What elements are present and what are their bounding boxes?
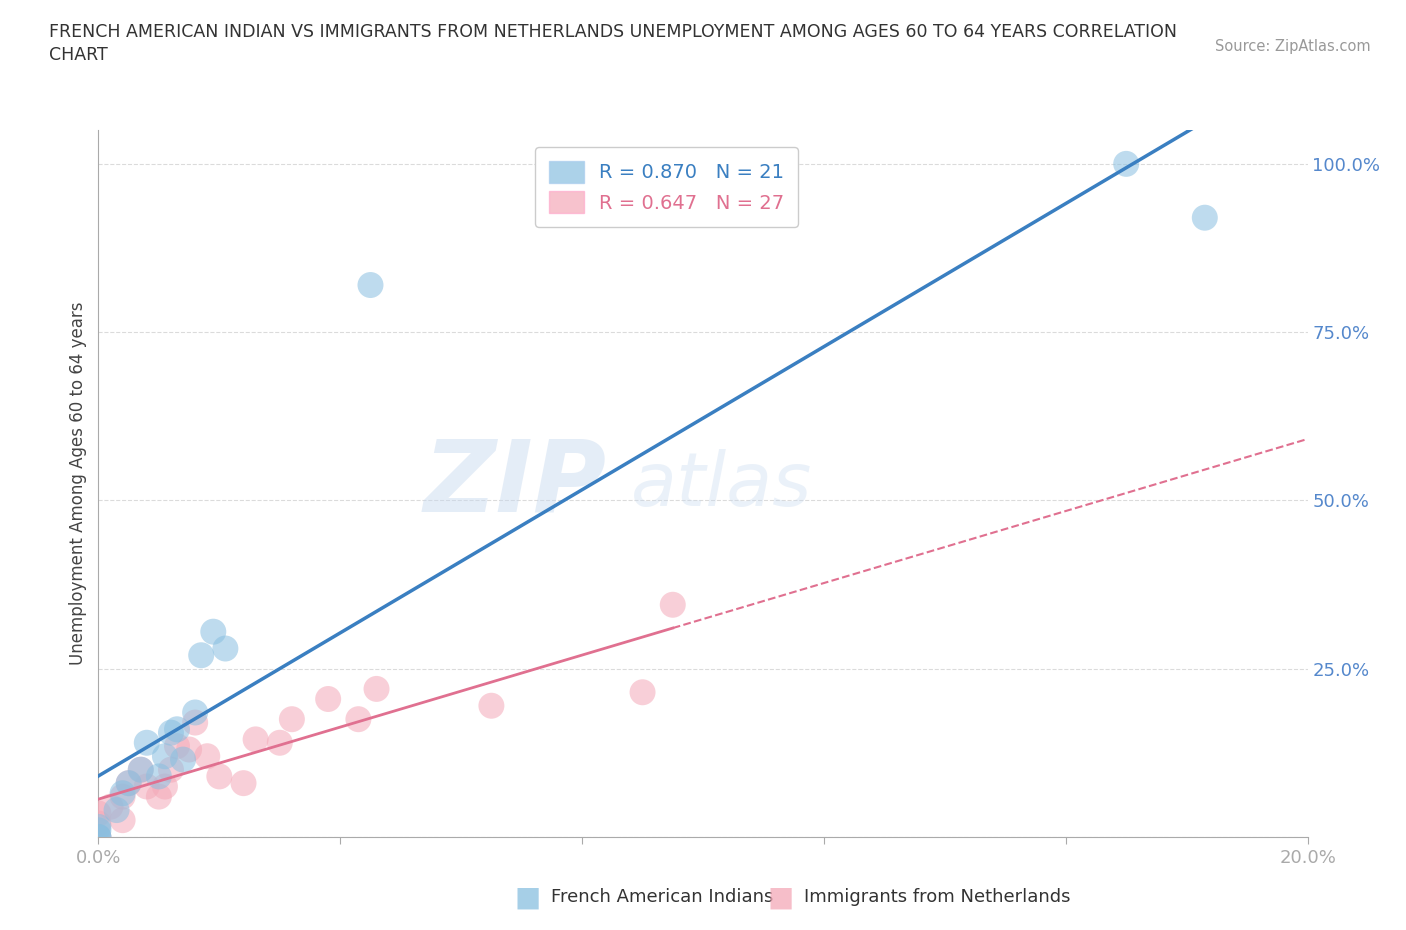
Point (1115, 156, 1137, 171)
Point (631, 684, 654, 699)
Point (129, 763, 152, 777)
Point (87, 819, 110, 834)
Text: ZIP: ZIP (423, 435, 606, 532)
Point (118, 776, 141, 790)
Point (100, 799, 122, 814)
Point (184, 705, 207, 720)
Point (153, 749, 176, 764)
Point (481, 698, 503, 713)
Point (160, 725, 183, 740)
Point (360, 277, 382, 292)
Text: FRENCH AMERICAN INDIAN VS IMMIGRANTS FROM NETHERLANDS UNEMPLOYMENT AMONG AGES 60: FRENCH AMERICAN INDIAN VS IMMIGRANTS FRO… (49, 23, 1177, 41)
Point (87, 806, 110, 821)
Point (184, 715, 207, 730)
Point (245, 732, 267, 747)
Point (166, 722, 188, 737)
Text: ■: ■ (768, 884, 793, 911)
Point (202, 624, 225, 639)
Point (87, 830, 110, 844)
Point (87, 830, 110, 844)
Point (347, 711, 370, 726)
Point (105, 803, 128, 817)
Point (129, 763, 152, 777)
Point (111, 790, 134, 804)
Point (177, 742, 201, 757)
Legend: R = 0.870   N = 21, R = 0.647   N = 27: R = 0.870 N = 21, R = 0.647 N = 27 (536, 147, 799, 227)
Point (135, 736, 157, 751)
Text: Source: ZipAtlas.com: Source: ZipAtlas.com (1215, 39, 1371, 54)
Point (87, 823, 110, 838)
Point (195, 749, 218, 764)
Text: ■: ■ (515, 884, 540, 911)
Point (366, 682, 388, 697)
Point (269, 736, 291, 751)
Y-axis label: Unemployment Among Ages 60 to 64 years: Unemployment Among Ages 60 to 64 years (69, 302, 87, 665)
Point (118, 776, 141, 790)
Text: CHART: CHART (49, 46, 108, 64)
Point (111, 786, 134, 801)
Text: French American Indians: French American Indians (551, 888, 773, 907)
Point (148, 769, 170, 784)
Point (160, 763, 183, 777)
Point (172, 752, 194, 767)
Point (153, 779, 176, 794)
Point (87, 817, 110, 831)
Point (316, 692, 339, 707)
Point (190, 648, 212, 663)
Point (166, 738, 188, 753)
Point (208, 769, 231, 784)
Point (281, 711, 304, 726)
Text: atlas: atlas (630, 449, 811, 521)
Point (232, 776, 254, 790)
Point (111, 813, 134, 828)
Point (87, 830, 110, 844)
Point (135, 779, 157, 794)
Point (661, 597, 683, 612)
Point (214, 641, 236, 656)
Point (1194, 210, 1216, 225)
Point (148, 790, 170, 804)
Text: Immigrants from Netherlands: Immigrants from Netherlands (804, 888, 1071, 907)
